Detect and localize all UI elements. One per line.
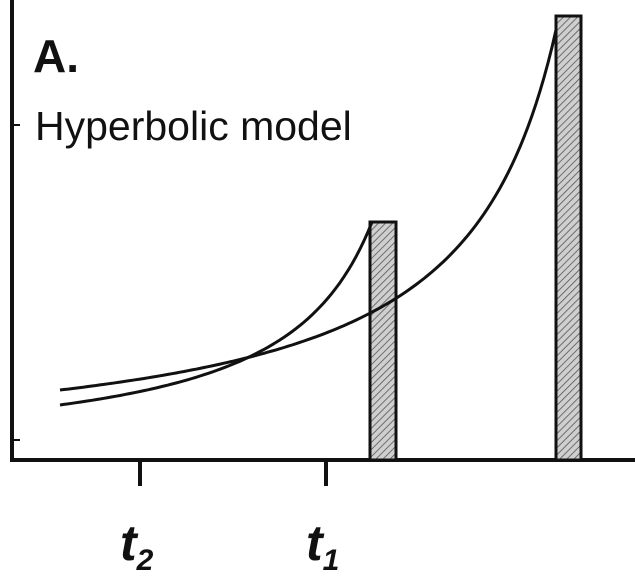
panel-label: A.	[33, 30, 79, 82]
discount-curve-small	[59, 221, 374, 407]
x-tick-label: t1	[306, 515, 339, 577]
title: Hyperbolic model	[35, 103, 352, 149]
reward-bar-small	[368, 220, 398, 462]
discount-curve-large	[59, 29, 558, 392]
reward-bar-large	[554, 14, 583, 462]
x-tick-label: t2	[120, 515, 154, 577]
axes	[10, 0, 635, 486]
